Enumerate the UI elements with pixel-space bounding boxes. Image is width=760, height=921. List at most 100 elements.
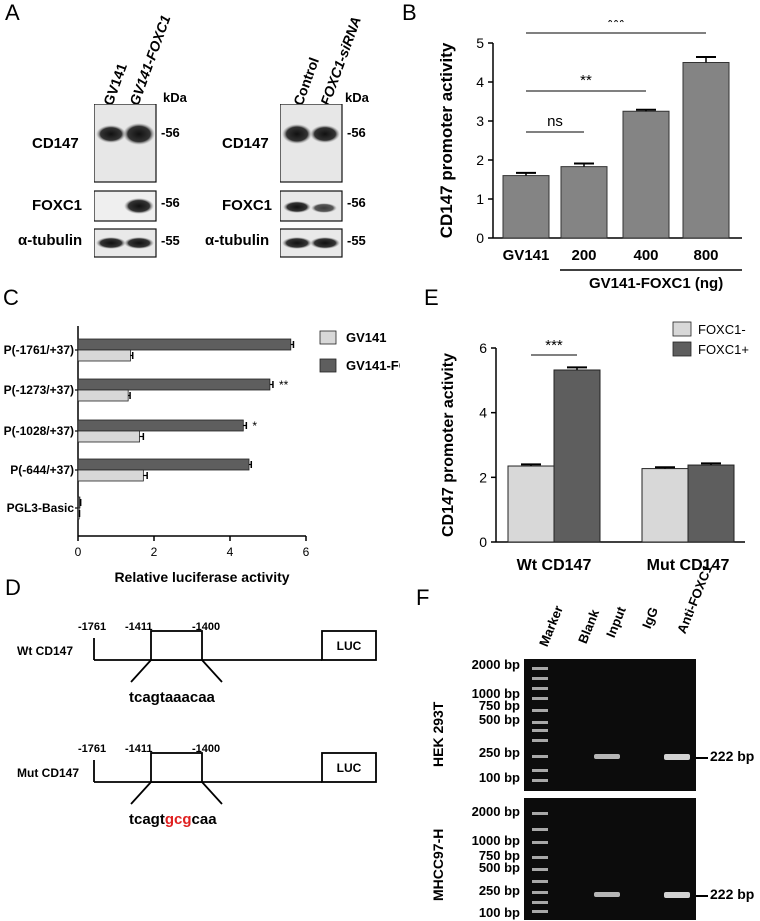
ladder-band (532, 901, 548, 904)
legend-swatch (672, 321, 692, 337)
category-label: P(-1273/+37) (4, 383, 74, 397)
group-axis-label-b: GV141-FOXC1 (ng) (589, 275, 724, 292)
ladder-band (532, 812, 548, 815)
x-tick-label: 200 (571, 247, 596, 264)
category-label: PGL3-Basic (7, 501, 75, 515)
ladder-size-label: 2000 bp (471, 804, 520, 819)
anti-foxc1-band (664, 754, 690, 760)
bar (687, 464, 735, 543)
ladder-band (532, 779, 548, 782)
sequence: tcagtgcgcaa (129, 811, 217, 828)
position-label: -1400 (192, 743, 220, 755)
ladder-band (532, 667, 548, 670)
ladder-band (532, 697, 548, 700)
agarose-gel (524, 798, 696, 920)
hbar-chart-c: 0 2 4 6 Relative luciferase activity P(-1761/… (4, 326, 400, 585)
y-tick-label: 2 (476, 152, 484, 168)
ladder-band (532, 769, 548, 772)
ladder-size-label: 750 bp (478, 848, 520, 863)
ladder-band (532, 721, 548, 724)
sequence: tcagtaaacaa (129, 689, 216, 706)
x-tick-label: GV141 (503, 247, 550, 264)
kda-label-right: kDa (345, 90, 369, 105)
mw-marker-cd147-left: -56 (161, 125, 180, 140)
legend-swatch (319, 358, 337, 373)
bar (77, 349, 131, 362)
zoom-line (130, 659, 152, 683)
bar (77, 469, 144, 482)
sequence-part: tcagt (129, 811, 165, 828)
x-tick-label: 0 (75, 545, 82, 559)
legend-swatch (319, 330, 337, 345)
position-label: -1411 (125, 621, 153, 633)
panel-c-letter: C (3, 285, 19, 310)
bar-chart-e: 0 2 4 6 CD147 promoter activity Wt CD147 Mut C… (440, 321, 749, 574)
bar (553, 369, 601, 543)
y-tick-label: 0 (476, 230, 484, 246)
bar-chart-b: 0 1 2 3 4 5 CD147 promoter activity GV141 200 400… (437, 20, 742, 271)
ladder-band (532, 880, 548, 883)
ladder-band (532, 868, 548, 871)
band-size-label: 222 bp (710, 748, 755, 764)
mw-marker-foxc1-right: -56 (347, 195, 366, 210)
zoom-line (201, 781, 223, 805)
band-marker-line (696, 895, 708, 897)
bar (507, 465, 555, 543)
panel-b-letter: B (402, 0, 417, 25)
zoom-line (130, 781, 152, 805)
y-tick-label: 6 (479, 340, 487, 356)
y-tick-label: 4 (476, 74, 484, 90)
cell-line-label: HEK 293T (430, 701, 446, 767)
y-axis-label: CD147 promoter activity (440, 353, 457, 537)
ladder-band (532, 828, 548, 831)
ladder-band (532, 910, 548, 913)
band-marker-line (696, 757, 708, 759)
ladder-band (532, 687, 548, 690)
luciferase-label: LUC (337, 639, 362, 653)
legend-label: FOXC1+ (698, 342, 749, 357)
input-band (594, 754, 620, 759)
position-label: -1761 (78, 621, 106, 633)
gel-lane-label: Marker (536, 603, 566, 649)
ladder-size-label: 250 bp (478, 883, 520, 898)
binding-site-box (150, 630, 203, 661)
bar (77, 389, 129, 402)
ladder-band (532, 841, 548, 844)
western-blot-right (280, 104, 343, 258)
bar (77, 338, 292, 351)
y-tick-label: 4 (479, 405, 487, 421)
legend-label: GV141 (346, 330, 386, 345)
sequence-part: tcagtaaacaa (129, 689, 216, 706)
x-tick-label: Wt CD147 (517, 557, 592, 574)
position-label: -1400 (192, 621, 220, 633)
ladder-size-label: 250 bp (478, 745, 520, 760)
ladder-band (532, 677, 548, 680)
significance-label: *** (607, 20, 625, 31)
significance-label: *** (545, 337, 563, 354)
significance-label: * (252, 419, 257, 433)
y-tick-label: 3 (476, 113, 484, 129)
bar (77, 458, 250, 471)
legend-label: FOXC1- (698, 322, 746, 337)
agarose-gel (524, 659, 696, 791)
western-blot-left (94, 104, 157, 258)
gel-lane-label: IgG (639, 604, 662, 631)
anti-foxc1-band (664, 892, 690, 898)
ladder-band (532, 891, 548, 894)
blot-row-label-cd147-left: CD147 (32, 135, 79, 152)
y-tick-label: 2 (479, 469, 487, 485)
blot-row-label-tubulin-left: α-tubulin (18, 232, 83, 249)
mw-marker-tubulin-right: -55 (347, 233, 366, 248)
blot-row-label-tubulin-right: α-tubulin (205, 232, 270, 249)
x-tick-label: 6 (303, 545, 310, 559)
ladder-band (532, 709, 548, 712)
ladder-size-label: 500 bp (478, 860, 520, 875)
ladder-band (532, 755, 548, 758)
y-tick-label: 0 (479, 534, 487, 550)
x-tick-label: 800 (693, 247, 718, 264)
gel-lane-label: Input (603, 604, 629, 640)
ladder-band (532, 856, 548, 859)
bar (641, 468, 689, 543)
kda-label-left: kDa (163, 90, 187, 105)
luciferase-box (321, 630, 377, 661)
